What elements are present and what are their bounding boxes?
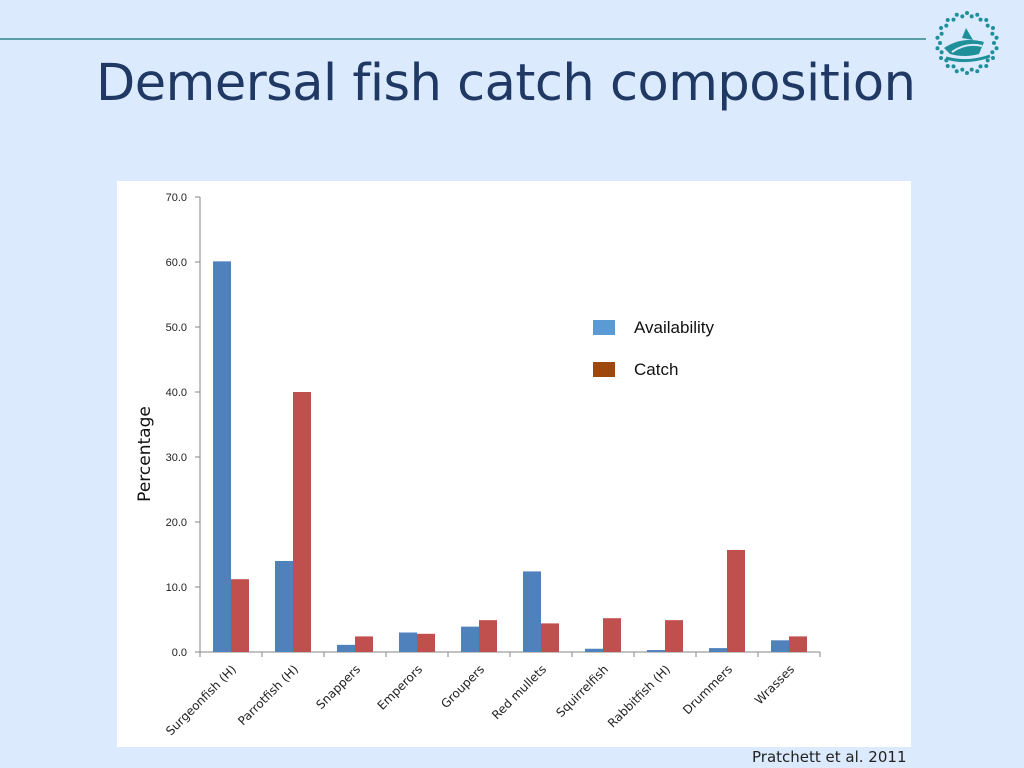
x-tick-label: Rabbitfish (H) [605,662,673,730]
x-tick-label: Drummers [680,662,735,717]
y-tick-label: 50.0 [166,322,187,334]
bar-availability [337,644,355,652]
x-tick-label: Parrotfish (H) [235,662,301,728]
legend-label: Catch [634,360,678,379]
bar-catch [727,549,745,652]
citation: Pratchett et al. 2011 [752,748,907,766]
x-tick-label: Surgeonfish (H) [163,662,239,738]
x-tick-label: Red mullets [489,662,549,722]
bar-catch [603,618,621,652]
bar-catch [479,620,497,652]
y-tick-label: 30.0 [166,452,187,464]
y-tick-label: 40.0 [166,387,187,399]
bar-availability [213,261,231,652]
x-tick-label: Snappers [313,662,363,712]
x-tick-label: Emperors [375,662,426,713]
x-tick-label: Wrasses [752,662,797,707]
legend-swatch [593,320,615,335]
legend-label: Availability [634,318,715,337]
header-rule [0,38,926,40]
bar-catch [417,633,435,652]
legend-swatch [593,362,615,377]
bar-availability [399,632,417,652]
bar-availability [709,648,727,652]
y-tick-label: 0.0 [172,647,187,659]
bar-availability [461,626,479,652]
wave-fish-logo-icon [935,11,999,75]
bar-catch [231,579,249,652]
bar-catch [541,623,559,652]
x-tick-label: Groupers [438,662,487,711]
x-tick-label: Squirrelfish [553,662,611,720]
bar-catch [789,636,807,652]
bar-chart: 0.0 10.0 20.0 30.0 40.0 50.0 60.0 70.0 Surgeonfi… [135,192,821,738]
bar-availability [771,640,789,652]
bar-catch [355,636,373,652]
y-axis-label: Percentage [135,406,155,502]
bar-availability [585,648,603,652]
bar-availability [523,571,541,652]
y-tick-label: 20.0 [166,517,187,529]
bar-catch [293,392,311,652]
y-tick-label: 60.0 [166,257,187,269]
slide-title: Demersal fish catch composition [96,54,916,113]
bar-catch [665,620,683,652]
y-tick-label: 70.0 [166,192,187,204]
bar-availability [275,561,293,652]
chart-panel: 0.0 10.0 20.0 30.0 40.0 50.0 60.0 70.0 Surgeonfi… [117,181,911,747]
bar-availability [647,650,665,652]
y-tick-label: 10.0 [166,582,187,594]
